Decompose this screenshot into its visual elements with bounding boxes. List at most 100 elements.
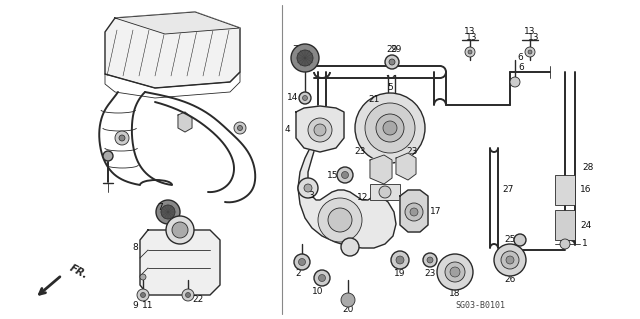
- Circle shape: [161, 205, 175, 219]
- Text: 12: 12: [356, 194, 368, 203]
- Circle shape: [437, 254, 473, 290]
- Text: 15: 15: [326, 170, 338, 180]
- Bar: [555, 210, 575, 240]
- Circle shape: [341, 293, 355, 307]
- Polygon shape: [298, 148, 396, 248]
- Circle shape: [166, 216, 194, 244]
- Circle shape: [365, 103, 415, 153]
- Text: 2: 2: [295, 270, 301, 278]
- Polygon shape: [105, 12, 240, 88]
- Text: 3: 3: [308, 191, 314, 201]
- Text: 18: 18: [449, 288, 461, 298]
- Circle shape: [304, 184, 312, 192]
- Circle shape: [383, 121, 397, 135]
- Text: 7: 7: [292, 61, 298, 70]
- Polygon shape: [178, 112, 192, 132]
- Circle shape: [237, 125, 243, 130]
- Text: 11: 11: [142, 300, 154, 309]
- Circle shape: [141, 293, 145, 298]
- Circle shape: [319, 275, 326, 281]
- Text: 7: 7: [292, 46, 298, 55]
- Text: 22: 22: [192, 295, 204, 305]
- Circle shape: [445, 262, 465, 282]
- Polygon shape: [400, 190, 428, 232]
- Circle shape: [115, 131, 129, 145]
- Circle shape: [298, 258, 305, 265]
- Text: 6: 6: [517, 54, 523, 63]
- Text: 17: 17: [430, 207, 442, 217]
- Circle shape: [468, 50, 472, 54]
- Bar: [555, 175, 575, 205]
- Circle shape: [423, 253, 437, 267]
- Circle shape: [342, 172, 349, 179]
- Text: 5: 5: [387, 84, 393, 93]
- Circle shape: [140, 274, 146, 280]
- Text: 23: 23: [406, 147, 418, 157]
- Circle shape: [514, 234, 526, 246]
- Circle shape: [103, 151, 113, 161]
- Text: 29: 29: [390, 46, 402, 55]
- Text: 14: 14: [287, 93, 298, 102]
- Circle shape: [294, 254, 310, 270]
- Circle shape: [341, 238, 359, 256]
- Circle shape: [355, 93, 425, 163]
- Text: 16: 16: [580, 186, 591, 195]
- Circle shape: [314, 124, 326, 136]
- Circle shape: [494, 244, 526, 276]
- Text: 23: 23: [424, 270, 436, 278]
- Circle shape: [379, 186, 391, 198]
- Circle shape: [234, 122, 246, 134]
- Circle shape: [410, 208, 418, 216]
- Circle shape: [389, 59, 395, 65]
- Text: SG03-B0101: SG03-B0101: [455, 301, 505, 310]
- Polygon shape: [370, 155, 392, 184]
- Circle shape: [450, 267, 460, 277]
- Circle shape: [376, 114, 404, 142]
- Circle shape: [385, 55, 399, 69]
- Text: 29: 29: [387, 46, 397, 55]
- Text: 9: 9: [132, 300, 138, 309]
- Text: 19: 19: [394, 270, 406, 278]
- Text: 10: 10: [312, 287, 324, 296]
- Text: 8: 8: [132, 243, 138, 253]
- Circle shape: [337, 167, 353, 183]
- Text: 21: 21: [369, 95, 380, 105]
- Circle shape: [314, 270, 330, 286]
- Circle shape: [303, 95, 307, 100]
- Text: 13: 13: [467, 33, 477, 42]
- Text: FR.: FR.: [68, 263, 90, 281]
- Circle shape: [391, 251, 409, 269]
- Text: 13: 13: [524, 27, 536, 36]
- Text: 4: 4: [284, 125, 290, 135]
- Circle shape: [119, 135, 125, 141]
- Text: 26: 26: [504, 276, 516, 285]
- Polygon shape: [115, 12, 240, 34]
- Text: 13: 13: [528, 33, 540, 42]
- Circle shape: [156, 200, 180, 224]
- Circle shape: [405, 203, 423, 221]
- Text: 13: 13: [464, 27, 476, 36]
- Polygon shape: [396, 153, 416, 180]
- Circle shape: [299, 92, 311, 104]
- Circle shape: [465, 47, 475, 57]
- Circle shape: [137, 289, 149, 301]
- Circle shape: [186, 293, 191, 298]
- Circle shape: [328, 208, 352, 232]
- Text: 25: 25: [504, 235, 516, 244]
- Bar: [370, 184, 400, 200]
- Circle shape: [298, 178, 318, 198]
- Circle shape: [427, 257, 433, 263]
- Circle shape: [308, 118, 332, 142]
- Polygon shape: [296, 106, 344, 152]
- Circle shape: [560, 239, 570, 249]
- Text: 7: 7: [157, 203, 163, 211]
- Polygon shape: [140, 230, 220, 295]
- Text: 6: 6: [518, 63, 524, 72]
- Text: 27: 27: [502, 186, 513, 195]
- Circle shape: [506, 256, 514, 264]
- Circle shape: [318, 198, 362, 242]
- Circle shape: [528, 50, 532, 54]
- Circle shape: [525, 47, 535, 57]
- Text: 23: 23: [355, 147, 366, 157]
- Text: 20: 20: [342, 306, 354, 315]
